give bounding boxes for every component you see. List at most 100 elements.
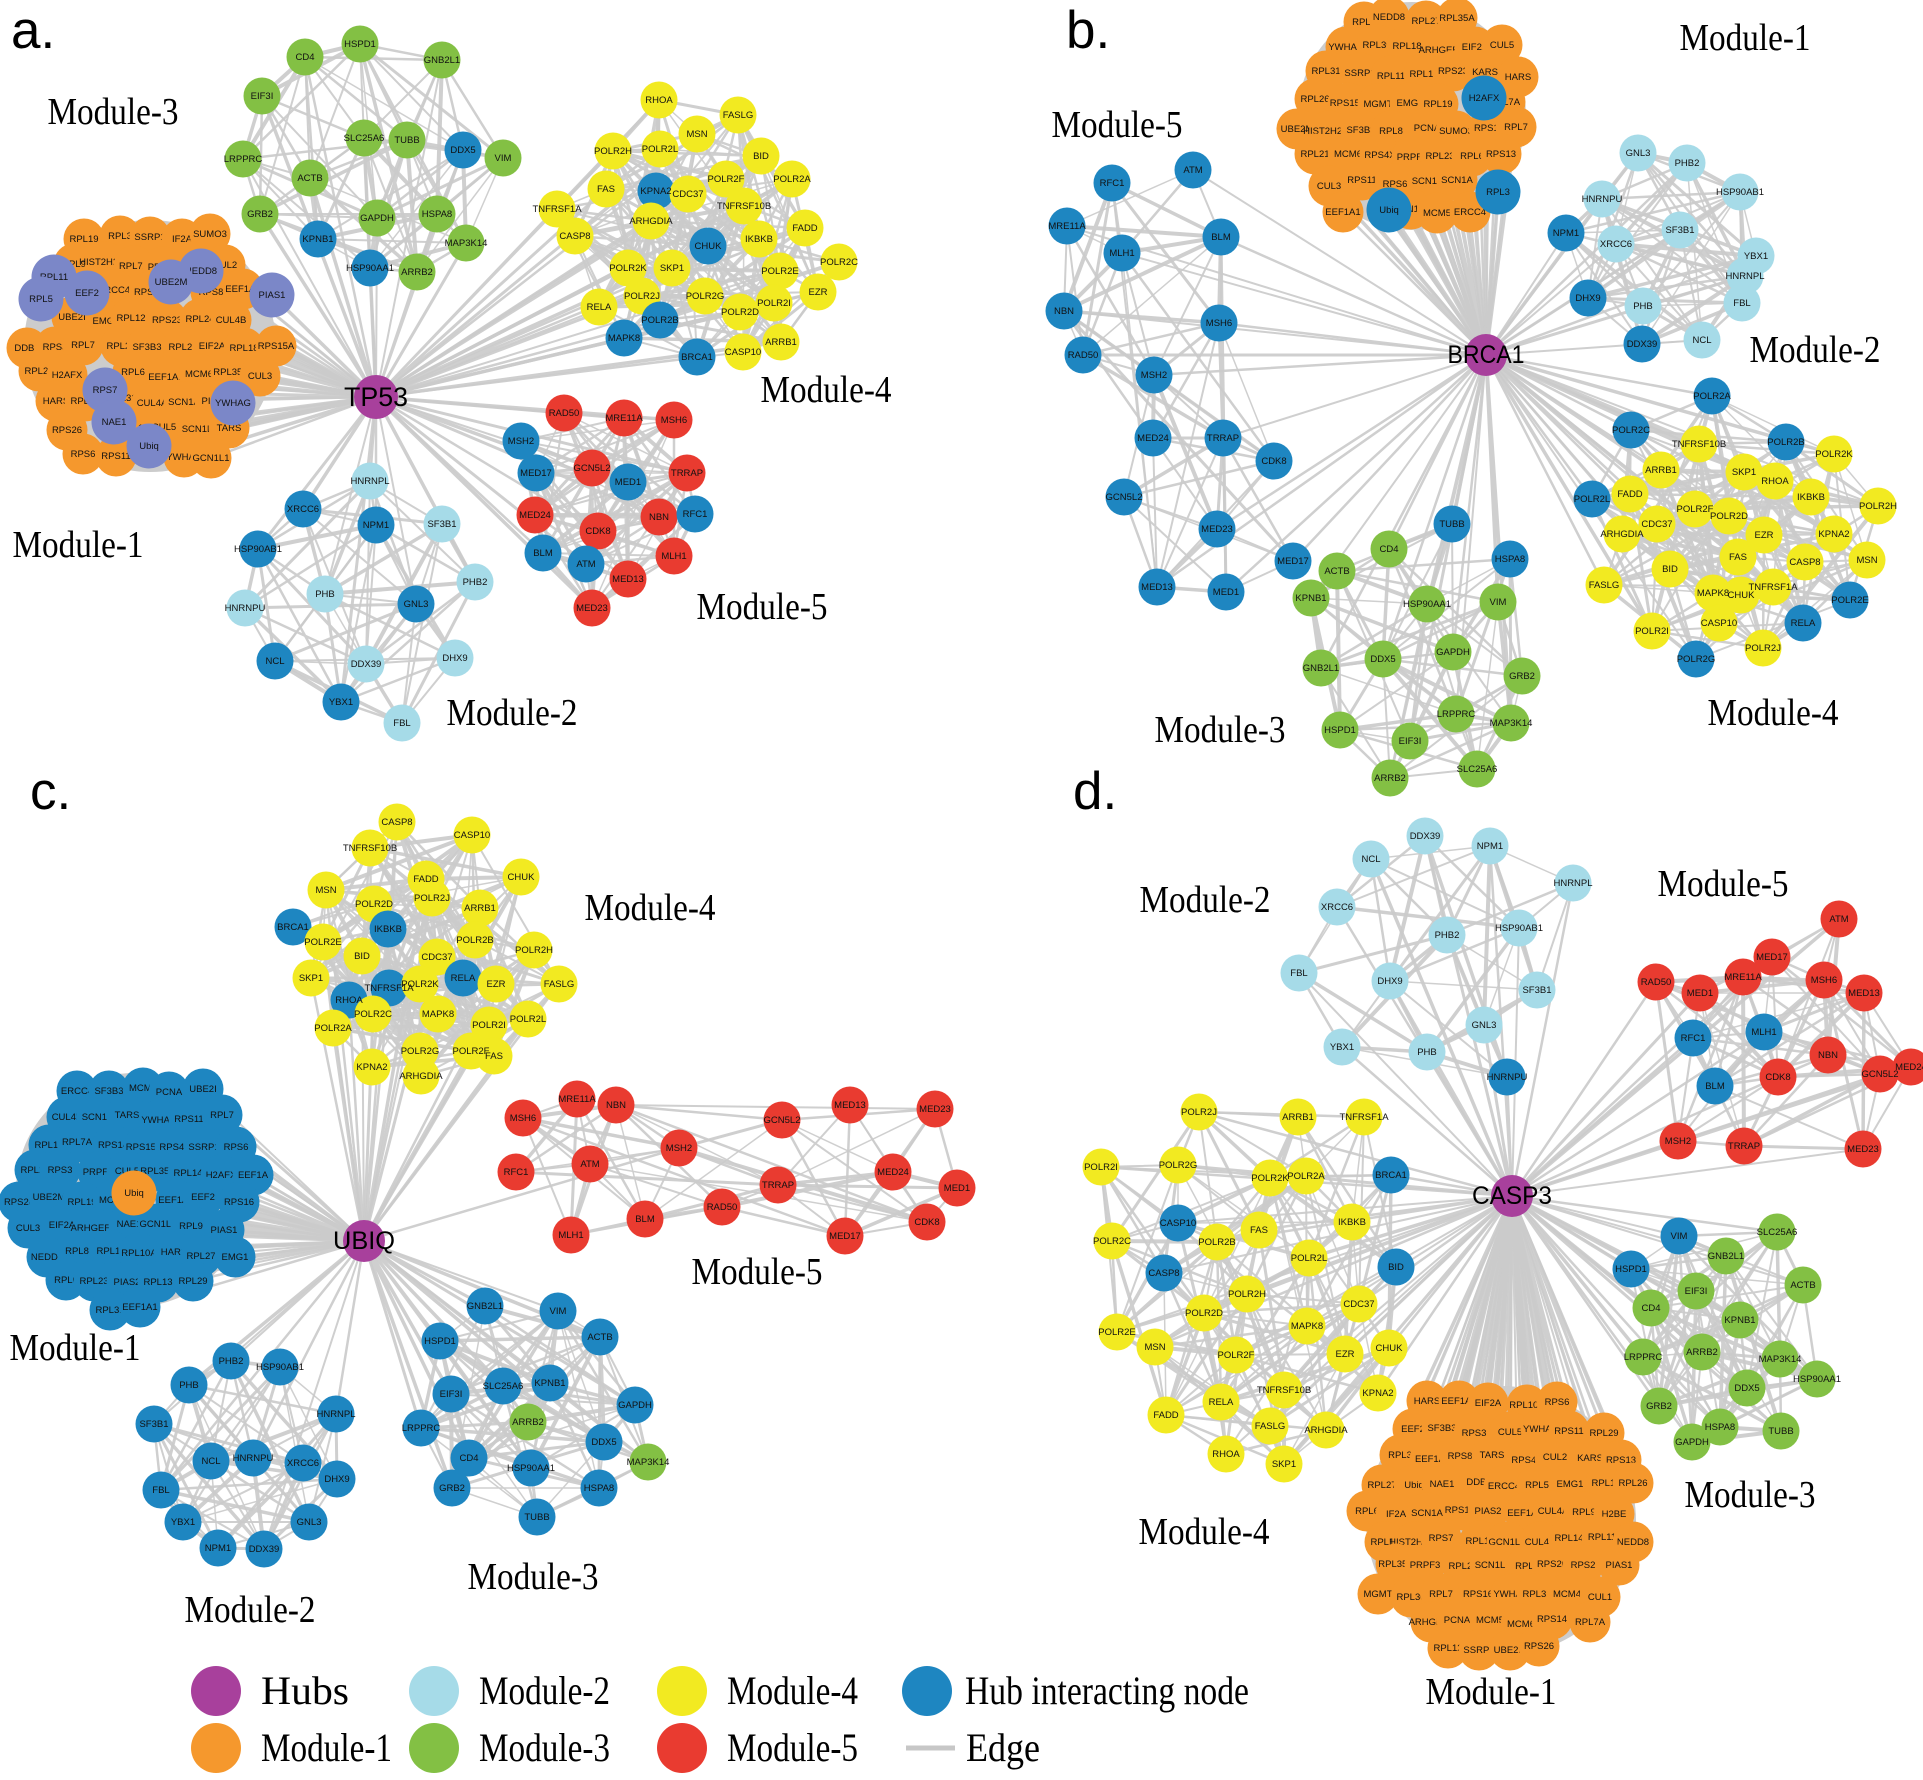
svg-text:UBE2I: UBE2I xyxy=(189,1084,216,1095)
svg-text:MED23: MED23 xyxy=(576,603,608,614)
svg-text:RAD50: RAD50 xyxy=(707,1202,738,1213)
svg-text:TNFRSF10B: TNFRSF10B xyxy=(343,843,397,854)
svg-text:DHX9: DHX9 xyxy=(442,653,467,664)
svg-text:RPS23: RPS23 xyxy=(1438,66,1468,77)
svg-text:HSPD1: HSPD1 xyxy=(344,39,376,50)
svg-text:GNB2L1: GNB2L1 xyxy=(1303,663,1339,674)
svg-text:FBL: FBL xyxy=(393,718,410,729)
svg-text:RPS16: RPS16 xyxy=(1463,1589,1493,1600)
svg-text:SF3B3: SF3B3 xyxy=(132,342,161,353)
svg-text:RPS15A: RPS15A xyxy=(258,341,295,352)
svg-text:VIM: VIM xyxy=(1490,597,1507,608)
svg-text:RPL7: RPL7 xyxy=(1504,122,1528,133)
svg-text:ACTB: ACTB xyxy=(1790,1280,1815,1291)
svg-text:POLR2I: POLR2I xyxy=(1635,626,1669,637)
svg-text:NBN: NBN xyxy=(606,1100,626,1111)
svg-text:MRE11A: MRE11A xyxy=(605,413,643,424)
svg-text:FAS: FAS xyxy=(485,1051,503,1062)
svg-text:LRPPRC: LRPPRC xyxy=(402,1423,441,1434)
svg-text:HSP90AA1: HSP90AA1 xyxy=(1403,599,1451,610)
svg-text:b.: b. xyxy=(1066,1,1110,60)
svg-text:HSPD1: HSPD1 xyxy=(1615,1264,1647,1275)
svg-text:POLR2J: POLR2J xyxy=(414,893,450,904)
svg-text:Module-2: Module-2 xyxy=(479,1668,610,1713)
svg-text:RAD50: RAD50 xyxy=(1068,350,1099,361)
svg-text:RPL7: RPL7 xyxy=(1429,1589,1453,1600)
svg-text:KPNA2: KPNA2 xyxy=(640,186,671,197)
svg-text:RPL9: RPL9 xyxy=(179,1221,203,1232)
svg-text:Module-1: Module-1 xyxy=(13,524,144,566)
svg-text:RPL29: RPL29 xyxy=(178,1276,207,1287)
svg-text:HNRNPU: HNRNPU xyxy=(1487,1072,1528,1083)
svg-text:SF3B1: SF3B1 xyxy=(1665,225,1694,236)
svg-text:NBN: NBN xyxy=(1054,306,1074,317)
svg-text:RPL26: RPL26 xyxy=(1618,1478,1647,1489)
svg-text:FBL: FBL xyxy=(152,1485,169,1496)
svg-text:RPS4X: RPS4X xyxy=(1364,150,1396,161)
svg-text:POLR2K: POLR2K xyxy=(1251,1173,1289,1184)
svg-text:HNRNPL: HNRNPL xyxy=(316,1409,355,1420)
svg-text:DDX5: DDX5 xyxy=(591,1437,616,1448)
svg-text:PRPF3: PRPF3 xyxy=(1410,1560,1441,1571)
svg-text:IKBKB: IKBKB xyxy=(745,234,773,245)
svg-text:RPS8: RPS8 xyxy=(1448,1451,1473,1462)
svg-text:PHB2: PHB2 xyxy=(219,1356,244,1367)
svg-text:RHOA: RHOA xyxy=(1212,1449,1240,1460)
svg-text:a.: a. xyxy=(11,1,55,60)
svg-text:POLR2F: POLR2F xyxy=(1218,1350,1255,1361)
svg-text:GNL3: GNL3 xyxy=(297,1517,322,1528)
svg-text:NAE1: NAE1 xyxy=(1430,1479,1455,1490)
svg-text:POLR2J: POLR2J xyxy=(624,291,660,302)
svg-text:DDX5: DDX5 xyxy=(1370,654,1395,665)
svg-text:TP53: TP53 xyxy=(344,382,408,412)
svg-text:IF2A: IF2A xyxy=(1386,1509,1407,1520)
svg-text:Module-4: Module-4 xyxy=(761,369,892,411)
svg-text:POLR2G: POLR2G xyxy=(1159,1160,1198,1171)
svg-text:MGMT: MGMT xyxy=(1363,99,1392,110)
svg-text:PIAS2: PIAS2 xyxy=(114,1277,141,1288)
svg-text:HSPD1: HSPD1 xyxy=(424,1336,456,1347)
svg-text:LRPPRC: LRPPRC xyxy=(224,154,263,165)
svg-text:BID: BID xyxy=(1388,1262,1404,1273)
svg-text:Module-1: Module-1 xyxy=(1426,1671,1557,1713)
svg-text:EEF2: EEF2 xyxy=(1401,1424,1425,1435)
svg-text:MSH6: MSH6 xyxy=(1811,975,1837,986)
svg-text:EIF3I: EIF3I xyxy=(1399,736,1422,747)
svg-text:EEF1A1: EEF1A1 xyxy=(148,372,183,383)
svg-text:HSP90AB1: HSP90AB1 xyxy=(256,1362,304,1373)
svg-text:SLC25A6: SLC25A6 xyxy=(483,1381,524,1392)
svg-text:PIAS1: PIAS1 xyxy=(1606,1560,1633,1571)
svg-text:SLC25A6: SLC25A6 xyxy=(344,133,385,144)
svg-text:POLR2A: POLR2A xyxy=(1287,1171,1325,1182)
svg-text:UBIQ: UBIQ xyxy=(333,1227,395,1255)
svg-text:EIF3I: EIF3I xyxy=(1685,1286,1708,1297)
svg-text:VIM: VIM xyxy=(1671,1231,1688,1242)
svg-text:MSH6: MSH6 xyxy=(510,1113,536,1124)
svg-text:ERCC4: ERCC4 xyxy=(1488,1481,1520,1492)
svg-text:MED24: MED24 xyxy=(1137,433,1169,444)
svg-text:BLM: BLM xyxy=(1211,232,1231,243)
svg-text:HSP90AA1: HSP90AA1 xyxy=(346,263,394,274)
svg-text:DDX39: DDX39 xyxy=(1627,339,1658,350)
svg-text:KPNA2: KPNA2 xyxy=(1362,1388,1393,1399)
svg-text:CD4: CD4 xyxy=(1379,544,1398,555)
svg-text:RFC1: RFC1 xyxy=(504,1167,529,1178)
svg-text:TRRAP: TRRAP xyxy=(762,1180,794,1191)
svg-text:NPM1: NPM1 xyxy=(1477,841,1503,852)
svg-text:EEF2: EEF2 xyxy=(191,1192,215,1203)
svg-text:XRCC6: XRCC6 xyxy=(1321,902,1353,913)
svg-text:SSRP1: SSRP1 xyxy=(134,232,165,243)
svg-text:HNRNPU: HNRNPU xyxy=(1582,194,1623,205)
svg-text:YBX1: YBX1 xyxy=(1744,251,1768,262)
svg-text:MAPK8: MAPK8 xyxy=(1697,588,1729,599)
svg-text:EIF2A: EIF2A xyxy=(1475,1398,1502,1409)
svg-text:RPL14: RPL14 xyxy=(1554,1533,1583,1544)
svg-text:RPL7A: RPL7A xyxy=(1575,1617,1606,1628)
svg-text:VIM: VIM xyxy=(495,153,512,164)
svg-text:YBX1: YBX1 xyxy=(329,697,353,708)
svg-text:RHOA: RHOA xyxy=(645,95,673,106)
svg-text:MAP3K14: MAP3K14 xyxy=(445,238,488,249)
svg-text:RPL9: RPL9 xyxy=(1572,1507,1596,1518)
svg-text:MED17: MED17 xyxy=(520,468,552,479)
svg-text:PHB: PHB xyxy=(315,589,335,600)
